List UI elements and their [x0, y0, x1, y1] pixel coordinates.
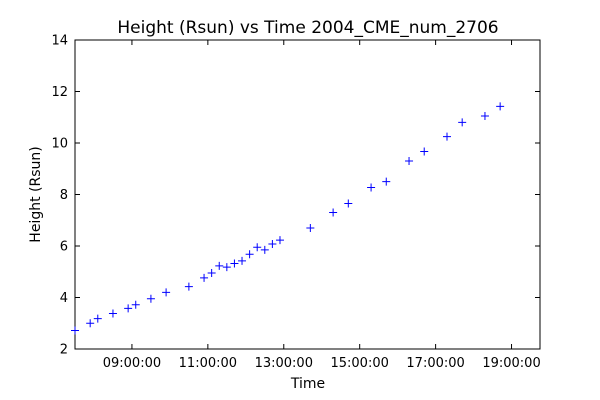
x-tick-label: 13:00:00 — [255, 356, 313, 371]
y-tick-label: 4 — [60, 291, 68, 306]
x-axis-ticks: 09:00:00 11:00:00 13:00:00 15:00:00 17:00:00… — [103, 40, 541, 371]
plot-frame — [74, 39, 541, 350]
x-tick-label: 19:00:00 — [482, 356, 540, 371]
data-point — [405, 157, 414, 166]
data-points — [71, 102, 505, 335]
data-point — [238, 256, 247, 265]
data-point — [108, 309, 117, 318]
data-point — [480, 111, 489, 120]
data-point — [124, 304, 133, 313]
y-axis-label: Height (Rsun) — [28, 146, 44, 242]
data-point — [260, 245, 269, 254]
data-point — [71, 326, 79, 335]
data-point — [420, 147, 429, 156]
data-point — [222, 263, 231, 272]
data-point — [253, 243, 262, 252]
data-point — [275, 236, 284, 245]
y-tick-label: 6 — [60, 240, 68, 255]
y-tick-label: 2 — [60, 343, 68, 358]
y-axis-ticks: 2 4 6 8 10 12 14 — [51, 34, 540, 358]
chart-title: Height (Rsun) vs Time 2004_CME_num_2706 — [117, 18, 498, 38]
x-axis-label: Time — [290, 376, 325, 392]
x-tick-label: 15:00:00 — [330, 356, 388, 371]
y-tick-label: 14 — [51, 34, 68, 49]
y-tick-label: 12 — [51, 85, 68, 100]
data-point — [230, 259, 239, 268]
x-tick-label: 09:00:00 — [103, 356, 161, 371]
data-point — [86, 319, 95, 328]
data-point — [131, 300, 140, 309]
data-point — [146, 294, 155, 303]
data-point — [93, 314, 102, 323]
y-tick-label: 8 — [60, 188, 68, 203]
y-tick-label: 10 — [51, 137, 68, 152]
data-point — [382, 177, 391, 186]
data-point — [344, 199, 353, 208]
data-point — [306, 223, 315, 232]
data-point — [458, 118, 467, 127]
x-tick-label: 11:00:00 — [179, 356, 237, 371]
x-tick-label: 17:00:00 — [406, 356, 464, 371]
data-point — [367, 183, 376, 192]
data-point — [207, 269, 216, 278]
data-point — [162, 288, 171, 297]
data-point — [200, 273, 209, 282]
data-point — [496, 102, 505, 111]
data-point — [268, 239, 277, 248]
data-point — [329, 208, 338, 217]
data-point — [443, 132, 451, 141]
data-point — [245, 250, 254, 259]
data-point — [184, 282, 193, 291]
data-point — [215, 261, 224, 270]
